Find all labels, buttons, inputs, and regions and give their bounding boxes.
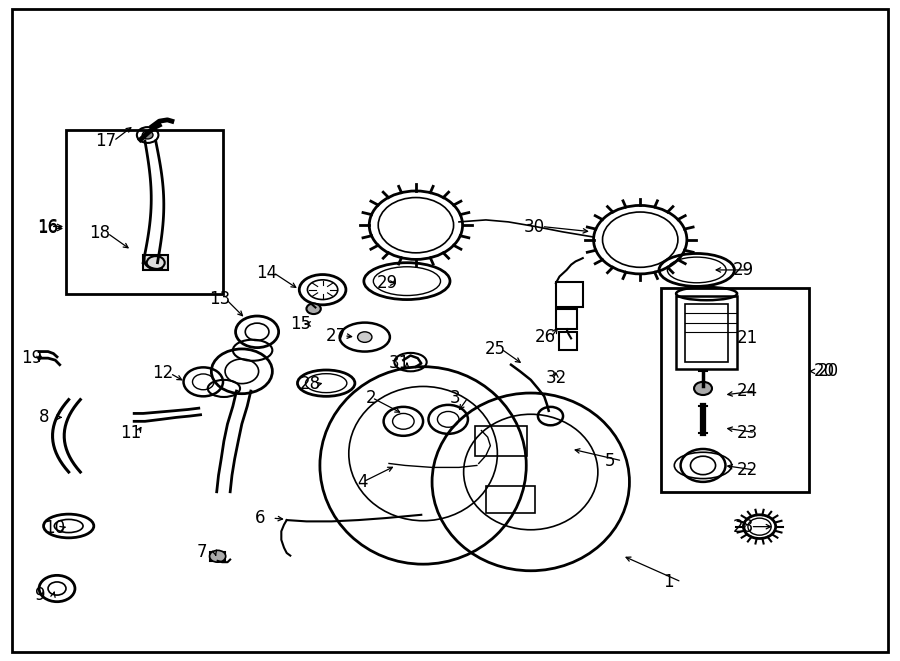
Text: 21: 21 <box>737 329 759 348</box>
Text: 29: 29 <box>376 274 398 292</box>
Text: 25: 25 <box>484 340 506 358</box>
Text: 26: 26 <box>535 328 556 346</box>
Bar <box>685 304 728 362</box>
Text: 2: 2 <box>365 389 376 407</box>
Bar <box>66 130 223 294</box>
Text: 10: 10 <box>44 519 66 537</box>
Text: 16: 16 <box>37 217 58 235</box>
Bar <box>556 309 578 329</box>
Text: 31: 31 <box>389 354 410 372</box>
Bar <box>486 486 536 514</box>
Bar <box>560 332 578 350</box>
Text: 12: 12 <box>152 364 174 382</box>
Text: 28: 28 <box>300 375 320 393</box>
Text: 19: 19 <box>21 349 42 367</box>
Text: 20: 20 <box>818 362 839 380</box>
Text: 18: 18 <box>89 224 111 242</box>
Bar <box>211 552 225 561</box>
Text: 9: 9 <box>35 586 46 604</box>
Text: 20: 20 <box>814 362 834 380</box>
Text: 16: 16 <box>37 219 58 237</box>
Text: 15: 15 <box>291 315 311 333</box>
Text: 5: 5 <box>604 452 615 470</box>
Bar <box>676 296 737 369</box>
Text: 13: 13 <box>209 290 230 308</box>
Text: 6: 6 <box>255 509 265 527</box>
Text: 32: 32 <box>545 369 566 387</box>
Bar <box>475 426 527 455</box>
Text: 4: 4 <box>357 473 367 491</box>
Circle shape <box>142 131 153 139</box>
Text: 14: 14 <box>256 264 278 282</box>
Text: 8: 8 <box>39 408 50 426</box>
Text: 27: 27 <box>326 327 347 345</box>
Text: 1: 1 <box>663 573 674 591</box>
Text: 28: 28 <box>733 518 753 535</box>
Circle shape <box>210 551 226 563</box>
Text: 30: 30 <box>524 217 544 235</box>
Bar <box>661 288 809 492</box>
Text: 22: 22 <box>737 461 759 479</box>
Circle shape <box>306 303 320 314</box>
Text: 23: 23 <box>737 424 759 442</box>
Text: 11: 11 <box>120 424 141 442</box>
Text: 3: 3 <box>450 389 461 407</box>
Text: 24: 24 <box>737 382 758 400</box>
Text: 29: 29 <box>733 261 753 279</box>
Bar <box>143 255 168 270</box>
Text: 7: 7 <box>197 543 208 561</box>
Text: 17: 17 <box>95 132 117 150</box>
Circle shape <box>694 382 712 395</box>
Circle shape <box>357 332 372 342</box>
Bar <box>556 282 583 307</box>
